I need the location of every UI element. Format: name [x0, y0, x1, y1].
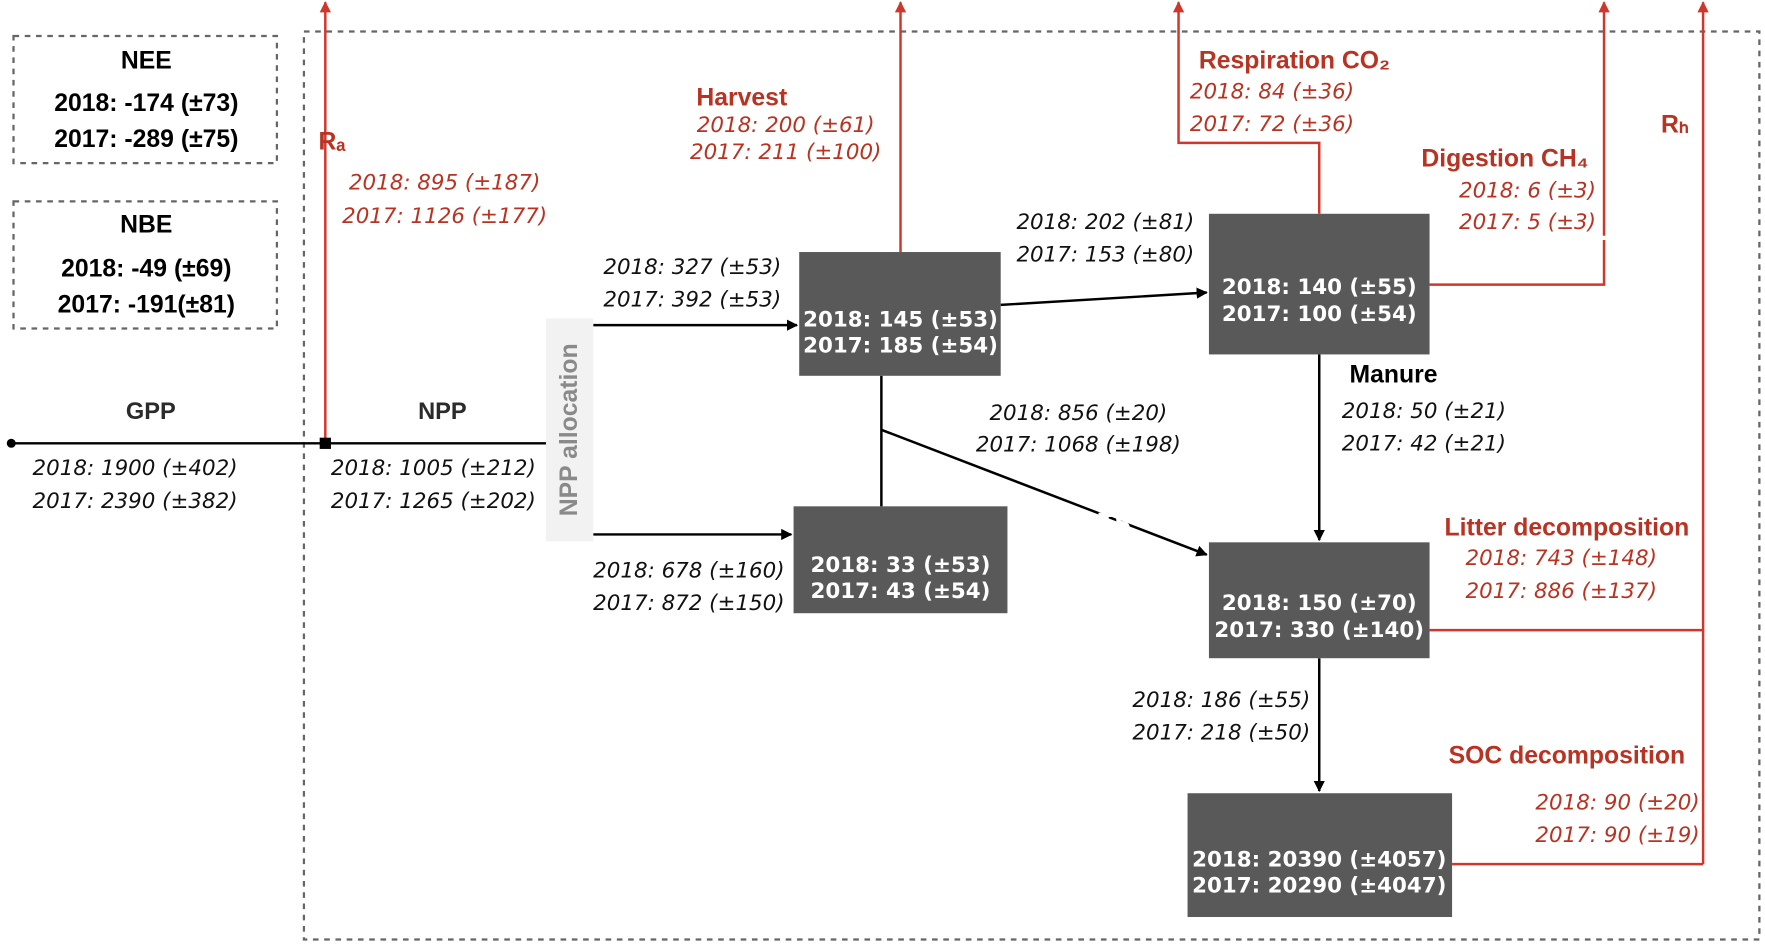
- flow-value: 2018: 84 (±36): [1190, 79, 1354, 104]
- labels: NEE 2018: -174 (±73) 2017: -289 (±75) NBE 20…: [33, 47, 1700, 898]
- flow-label: Digestion CH₄: [1421, 145, 1588, 172]
- gpp-origin: [6, 438, 16, 448]
- flow-label: Harvest: [696, 85, 787, 112]
- flow-value: 2017: 72 (±36): [1190, 112, 1354, 137]
- flow-value: 2018: 1900 (±402): [33, 456, 238, 481]
- flow-label: Manure: [1350, 361, 1438, 388]
- flow-value: 2017: 218 (±50): [1132, 721, 1310, 746]
- flow-value: 2018: 90 (±20): [1535, 790, 1699, 815]
- node-box: [1187, 793, 1453, 917]
- flow-value: 2017: 2390 (±382): [33, 489, 238, 514]
- respiration-arrow: [1172, 1, 1321, 214]
- flow-label: NPP: [418, 399, 467, 425]
- junction: [319, 437, 331, 449]
- flow-value: 2017: 42 (±21): [1342, 431, 1506, 456]
- node-value: 2017: 43 (±54): [811, 579, 991, 604]
- node-label: AGB: [1063, 263, 1119, 298]
- flow-value: 2018: 202 (±81): [1016, 210, 1194, 235]
- flow-label: GPP: [126, 399, 176, 425]
- flow-value: 2017: 1068 (±198): [976, 433, 1181, 458]
- node-label: ROOTS: [1040, 508, 1132, 543]
- flow-value: 2018: 1005 (±212): [331, 456, 536, 481]
- node-value: 2018: 140 (±55): [1222, 275, 1417, 300]
- flow-label: Respiration CO₂: [1199, 47, 1390, 74]
- node-value: 2017: 20290 (±4047): [1192, 874, 1446, 899]
- flow-value: 2017: 392 (±53): [603, 287, 781, 312]
- flow-value: 2018: 200 (±61): [697, 113, 875, 138]
- node-box: [799, 252, 1001, 376]
- node-value: 2017: 330 (±140): [1214, 618, 1424, 643]
- node-value: 2018: 33 (±53): [811, 553, 991, 578]
- box-title: NBE: [120, 212, 172, 239]
- node-label: LIVESTOCK: [1515, 231, 1663, 266]
- flow-value: 2017: 5 (±3): [1459, 210, 1596, 235]
- flow-value: 2017: 211 (±100): [690, 140, 881, 165]
- flow-value: 2017: 1265 (±202): [331, 489, 536, 514]
- flow-value: 2017: 872 (±150): [593, 591, 784, 616]
- flow-label: Rₐ: [318, 128, 346, 155]
- allocation-label: NPP allocation: [556, 343, 583, 516]
- node-value: 2018: 150 (±70): [1222, 591, 1417, 616]
- agb-litter-arrow: [880, 428, 1208, 557]
- node-box: [1208, 213, 1430, 355]
- agb-livestock-arrow: [1000, 287, 1208, 307]
- box-value: 2017: -191(±81): [58, 292, 235, 319]
- flow-value: 2018: 678 (±160): [593, 559, 784, 584]
- flow-value: 2018: 50 (±21): [1342, 399, 1506, 424]
- box-title: NEE: [121, 47, 172, 74]
- nee-box: [12, 34, 279, 165]
- flow-label: Rₕ: [1661, 112, 1689, 139]
- box-value: 2018: -174 (±73): [54, 90, 238, 117]
- node-box: [1208, 542, 1430, 659]
- nbe-box: [12, 200, 279, 330]
- flow-value: 2018: 743 (±148): [1466, 546, 1657, 571]
- flow-value: 2018: 856 (±20): [989, 401, 1167, 426]
- node-value: 2017: 100 (±54): [1222, 302, 1417, 327]
- node-label: SOC: [1574, 803, 1629, 838]
- flow-value: 2018: 6 (±3): [1459, 178, 1596, 203]
- flow-value: 2017: 153 (±80): [1016, 242, 1194, 267]
- flow-value: 2017: 90 (±19): [1535, 823, 1699, 848]
- node-value: 2018: 145 (±53): [803, 308, 998, 333]
- box-value: 2018: -49 (±69): [61, 256, 231, 283]
- flow-value: 2017: 886 (±137): [1466, 579, 1657, 604]
- flow-value: 2017: 1126 (±177): [342, 204, 547, 229]
- digestion-arrow: [1429, 1, 1610, 286]
- flow-value: 2018: 327 (±53): [603, 255, 781, 280]
- flow-label: SOC decomposition: [1449, 743, 1686, 770]
- box-value: 2017: -289 (±75): [54, 126, 238, 153]
- flow-value: 2018: 186 (±55): [1132, 688, 1310, 713]
- flow-label: Litter decomposition: [1444, 514, 1689, 541]
- node-value: 2018: 20390 (±4057): [1192, 848, 1446, 873]
- node-box: [793, 506, 1008, 614]
- allocation-box: [545, 318, 594, 542]
- node-value: 2017: 185 (±54): [803, 334, 998, 359]
- node-label: LITTER: [1551, 548, 1642, 583]
- flow-value: 2018: 895 (±187): [349, 170, 540, 195]
